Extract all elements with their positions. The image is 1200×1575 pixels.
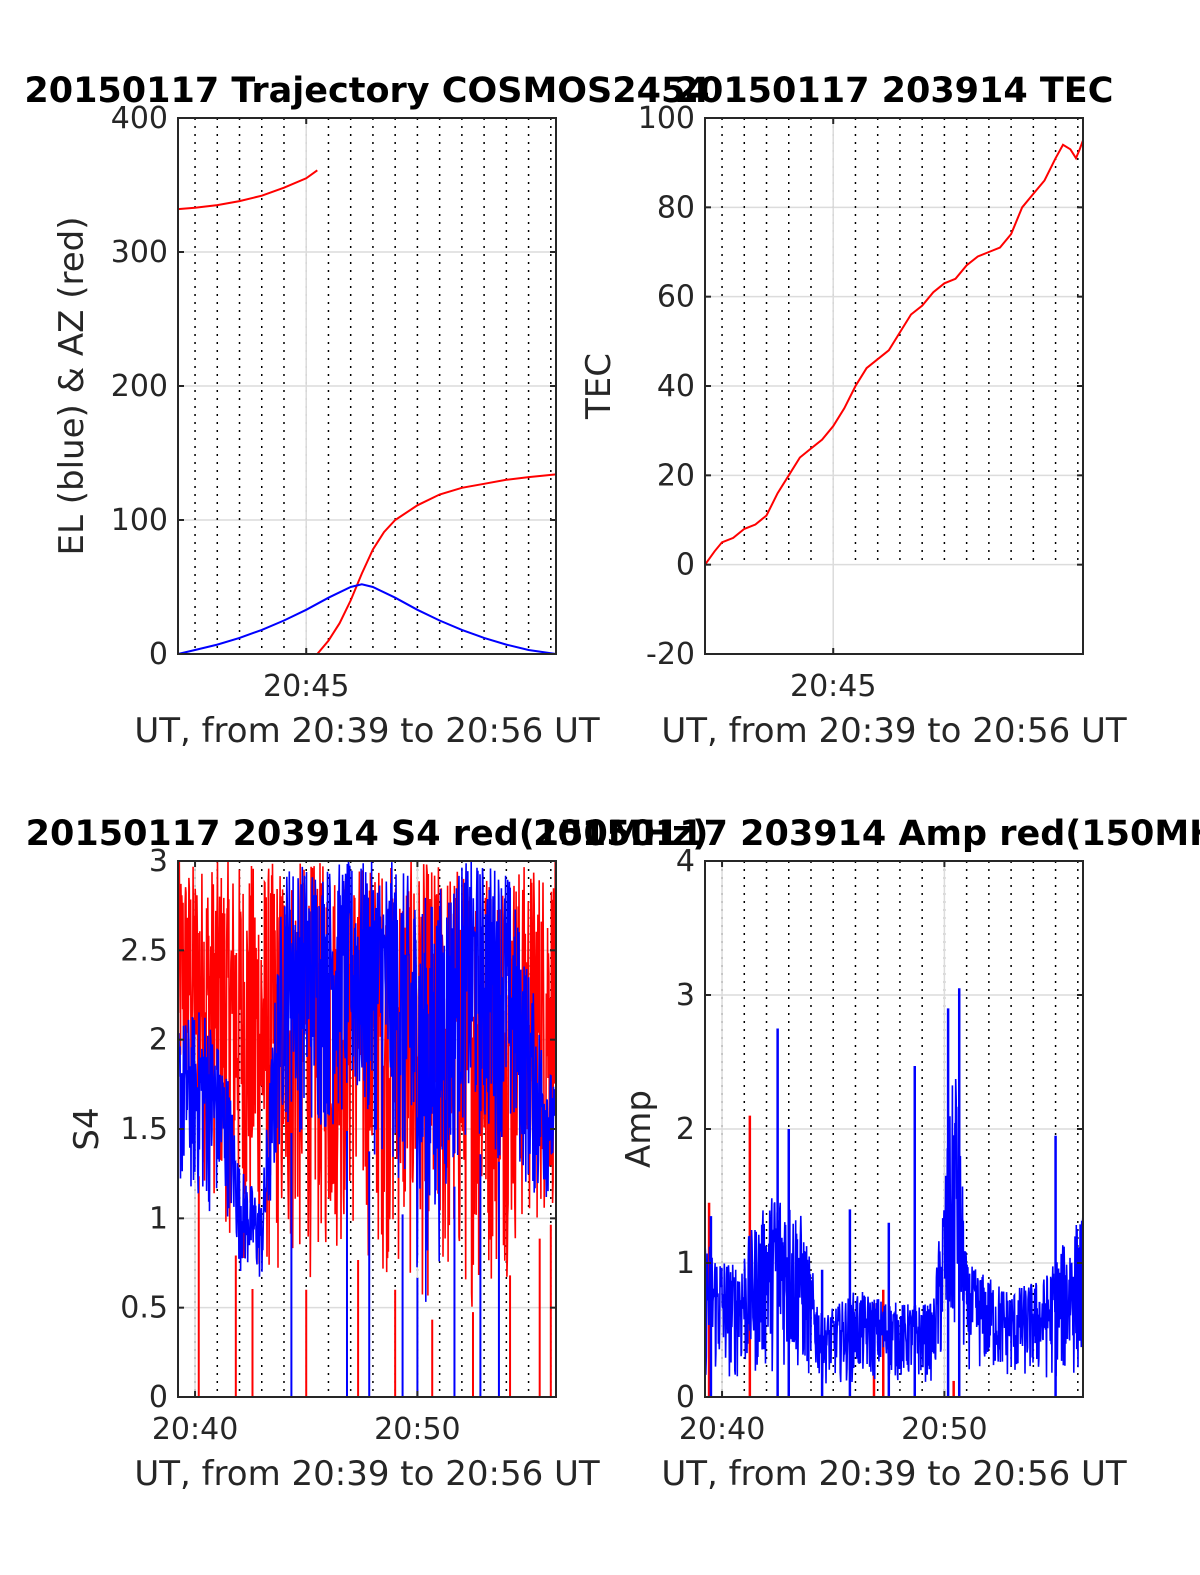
grid-tec — [705, 118, 1083, 654]
y-tick-label: 60 — [657, 280, 695, 315]
trajectory-red-series — [316, 473, 557, 655]
y-tick-label: -20 — [646, 637, 695, 672]
y-tick-label: 0.5 — [120, 1291, 168, 1326]
y-tick-label: 3 — [149, 844, 168, 879]
x-axis-label-s4: UT, from 20:39 to 20:56 UT — [134, 1454, 600, 1494]
y-tick-label: 0 — [676, 548, 695, 583]
y-tick-label: 0 — [676, 1380, 695, 1415]
panel-s4: 0 0.5 1 1.5 2 2.5 3 20:40 20:50 20150117 203914 … — [26, 814, 709, 1494]
y-axis-label-trajectory: EL (blue) & AZ (red) — [52, 216, 92, 555]
y-tick-label: 2.5 — [120, 933, 168, 968]
s4-blue-series — [177, 861, 557, 1302]
y-axis-label-amp: Amp — [619, 1090, 659, 1168]
data-amp — [704, 988, 1084, 1397]
ticks-trajectory: 0 100 200 300 400 20:45 — [111, 101, 556, 704]
ticks-tec: -20 0 20 40 60 80 100 20:45 — [638, 101, 1083, 704]
y-tick-label: 100 — [111, 503, 168, 538]
y-tick-label: 40 — [657, 369, 695, 404]
amp-blue-series — [704, 1078, 1084, 1384]
trajectory-blue-series — [177, 583, 557, 655]
y-tick-label: 1.5 — [120, 1112, 168, 1147]
ticks-s4: 0 0.5 1 1.5 2 2.5 3 20:40 20:50 — [120, 844, 556, 1447]
x-tick-label: 20:45 — [790, 669, 876, 704]
y-tick-label: 4 — [676, 844, 695, 879]
x-axis-label-trajectory: UT, from 20:39 to 20:56 UT — [134, 711, 600, 751]
grid-amp — [705, 861, 1083, 1397]
x-axis-label-tec: UT, from 20:39 to 20:56 UT — [661, 711, 1127, 751]
x-tick-label: 20:50 — [374, 1412, 460, 1447]
chart-title-trajectory: 20150117 Trajectory COSMOS2454 — [24, 71, 709, 111]
y-tick-label: 2 — [676, 1112, 695, 1147]
x-tick-label: 20:40 — [152, 1412, 238, 1447]
chart-title-s4: 20150117 203914 S4 red(150MHz) — [26, 814, 709, 854]
panel-amp: 0 1 2 3 4 20:40 20:50 20150117 203914 Amp red(… — [533, 814, 1200, 1494]
x-tick-label: 20:45 — [263, 669, 349, 704]
chart-title-tec: 20150117 203914 TEC — [675, 71, 1114, 111]
y-tick-label: 20 — [657, 458, 695, 493]
data-s4 — [177, 861, 557, 1397]
y-tick-label: 200 — [111, 369, 168, 404]
y-tick-label: 300 — [111, 235, 168, 270]
trajectory-red-series — [177, 169, 318, 211]
y-tick-label: 2 — [149, 1023, 168, 1058]
y-tick-label: 0 — [149, 637, 168, 672]
y-axis-label-tec: TEC — [579, 353, 619, 420]
y-tick-label: 400 — [111, 101, 168, 136]
tec-red-series — [704, 139, 1084, 566]
data-trajectory — [177, 169, 557, 655]
x-tick-label: 20:50 — [901, 1412, 987, 1447]
chart-title-amp: 20150117 203914 Amp red(150MHz) — [533, 814, 1200, 854]
y-tick-label: 0 — [149, 1380, 168, 1415]
y-axis-label-s4: S4 — [67, 1107, 107, 1150]
data-tec — [704, 139, 1084, 566]
y-tick-label: 100 — [638, 101, 695, 136]
x-axis-label-amp: UT, from 20:39 to 20:56 UT — [661, 1454, 1127, 1494]
grid-trajectory — [178, 118, 556, 654]
y-tick-label: 1 — [676, 1246, 695, 1281]
ticks-amp: 0 1 2 3 4 20:40 20:50 — [676, 844, 1083, 1447]
y-tick-label: 3 — [676, 978, 695, 1013]
y-tick-label: 80 — [657, 190, 695, 225]
x-tick-label: 20:40 — [679, 1412, 765, 1447]
y-tick-label: 1 — [149, 1201, 168, 1236]
panel-tec: -20 0 20 40 60 80 100 20:45 20150117 203914 TEC… — [579, 71, 1127, 751]
